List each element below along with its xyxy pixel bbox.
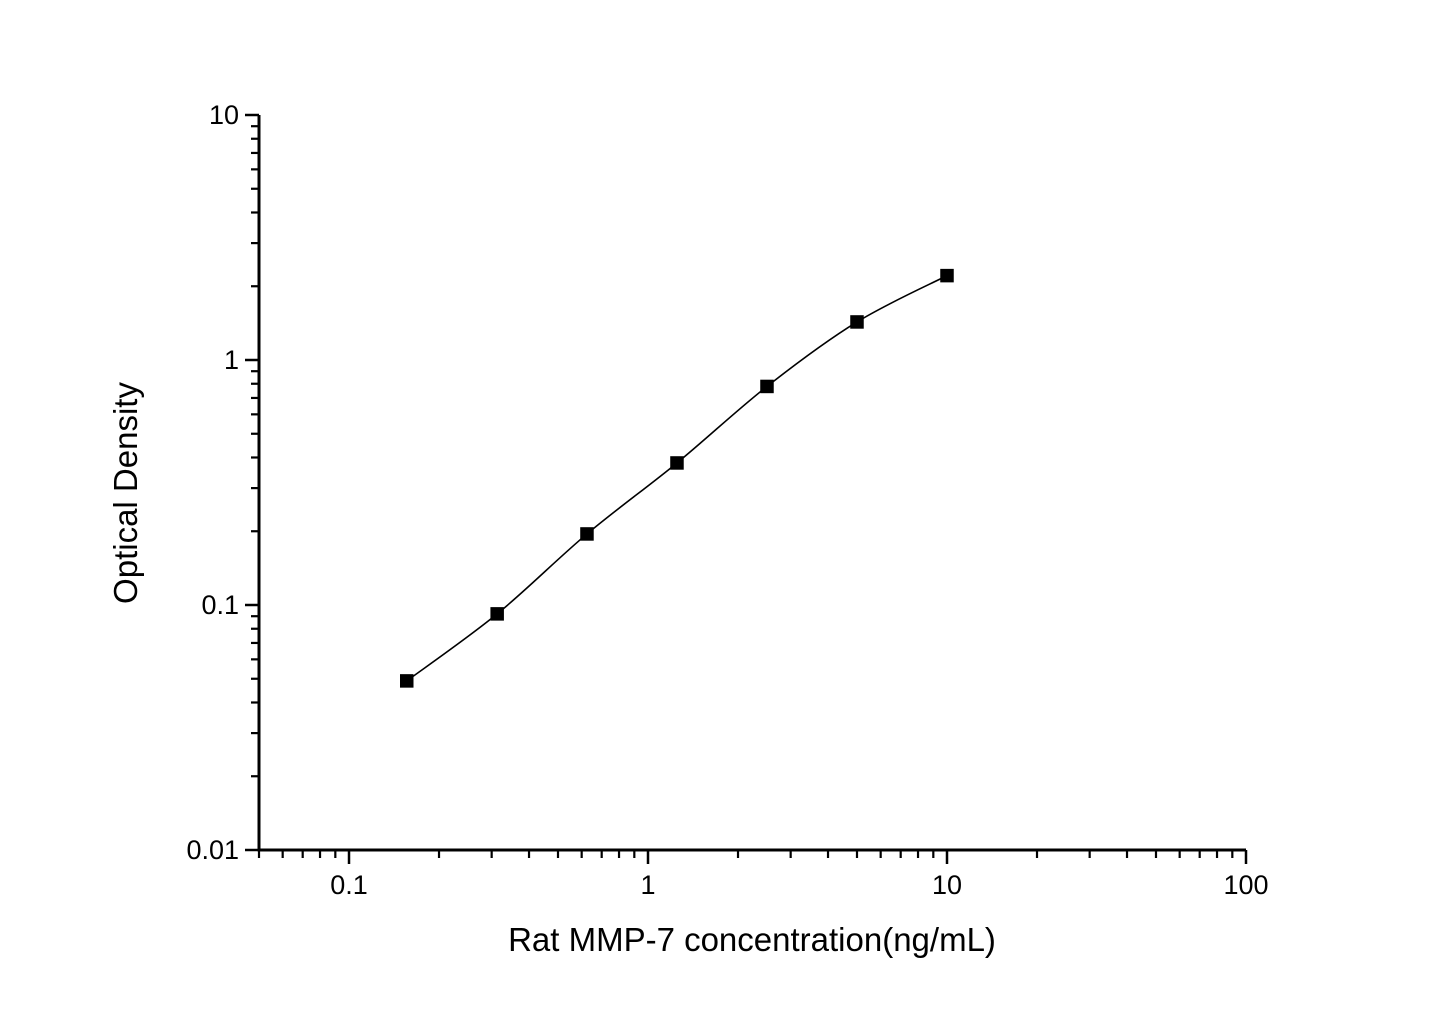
axis-tick-labels: 0.1 1 10 100 0.01 0.1 1 10 — [186, 100, 1268, 900]
y-tick-label: 0.1 — [201, 590, 239, 620]
data-point-marker — [670, 456, 684, 470]
x-tick-label: 1 — [640, 870, 655, 900]
y-tick-label: 0.01 — [186, 835, 239, 865]
x-tick-label: 100 — [1223, 870, 1268, 900]
x-tick-label: 10 — [932, 870, 962, 900]
data-point-markers — [400, 268, 954, 688]
data-point-marker — [940, 268, 954, 283]
y-tick-label: 1 — [224, 345, 239, 375]
data-point-marker — [760, 379, 774, 394]
data-point-marker — [490, 607, 504, 621]
standard-curve-line — [406, 274, 948, 682]
axes — [257, 115, 1246, 852]
data-point-marker — [400, 674, 414, 688]
data-point-marker — [850, 315, 864, 329]
y-tick-label: 10 — [209, 100, 239, 130]
y-axis-title: Optical Density — [107, 382, 144, 604]
data-point-marker — [580, 527, 594, 541]
axis-spines — [257, 115, 1246, 852]
x-axis-title: Rat MMP-7 concentration(ng/mL) — [508, 921, 996, 958]
axis-ticks — [245, 113, 1248, 864]
x-tick-label: 0.1 — [330, 870, 368, 900]
